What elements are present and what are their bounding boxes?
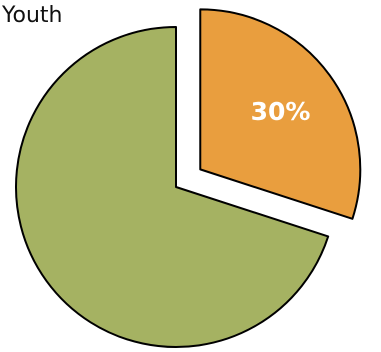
pie-slice-1 (199, 8, 362, 220)
pie-labels: 30% (251, 97, 311, 126)
chart-title: Youth (2, 3, 63, 28)
pie-slice-1-label: 30% (251, 97, 311, 126)
pie-slices (15, 8, 362, 348)
pie-slice-2 (15, 26, 330, 348)
